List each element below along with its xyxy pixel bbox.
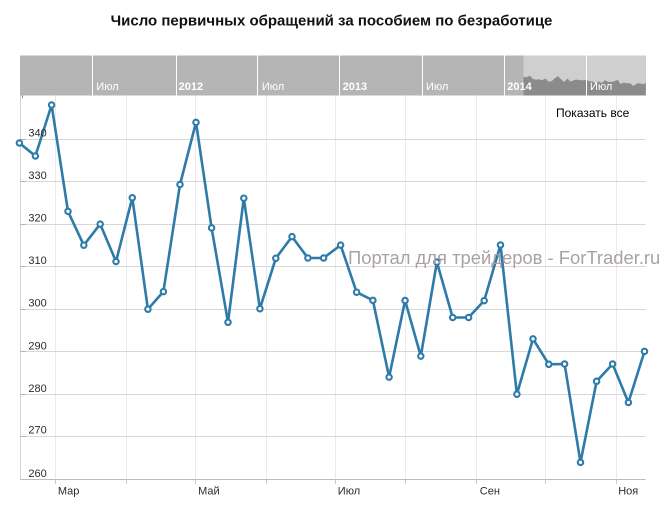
svg-text:Июл: Июл [338, 485, 360, 497]
svg-text:2013: 2013 [343, 81, 367, 93]
svg-text:Число первичных обращений за п: Число первичных обращений за пособием по… [111, 12, 553, 29]
svg-text:280: 280 [28, 383, 46, 395]
svg-text:Июл: Июл [262, 81, 284, 93]
svg-text:Сен: Сен [480, 485, 500, 497]
svg-text:Ноя: Ноя [618, 485, 638, 497]
svg-text:Показать все: Показать все [556, 106, 630, 120]
svg-text:270: 270 [28, 425, 46, 437]
svg-text:Портал для трейдеров - ForTrad: Портал для трейдеров - ForTrader.ru [348, 247, 660, 268]
svg-text:300: 300 [28, 298, 46, 310]
svg-text:Июл: Июл [96, 81, 118, 93]
svg-text:2014: 2014 [507, 81, 532, 93]
svg-text:340: 340 [28, 127, 46, 139]
svg-text:Мар: Мар [58, 485, 80, 497]
svg-text:260: 260 [28, 468, 46, 480]
svg-text:Июл: Июл [426, 81, 448, 93]
svg-text:310: 310 [28, 255, 46, 267]
svg-text:290: 290 [28, 340, 46, 352]
svg-text:330: 330 [28, 170, 46, 182]
svg-text:Май: Май [198, 485, 220, 497]
svg-text:2012: 2012 [179, 81, 203, 93]
svg-text:320: 320 [28, 213, 46, 225]
svg-text:Июл: Июл [590, 81, 612, 93]
